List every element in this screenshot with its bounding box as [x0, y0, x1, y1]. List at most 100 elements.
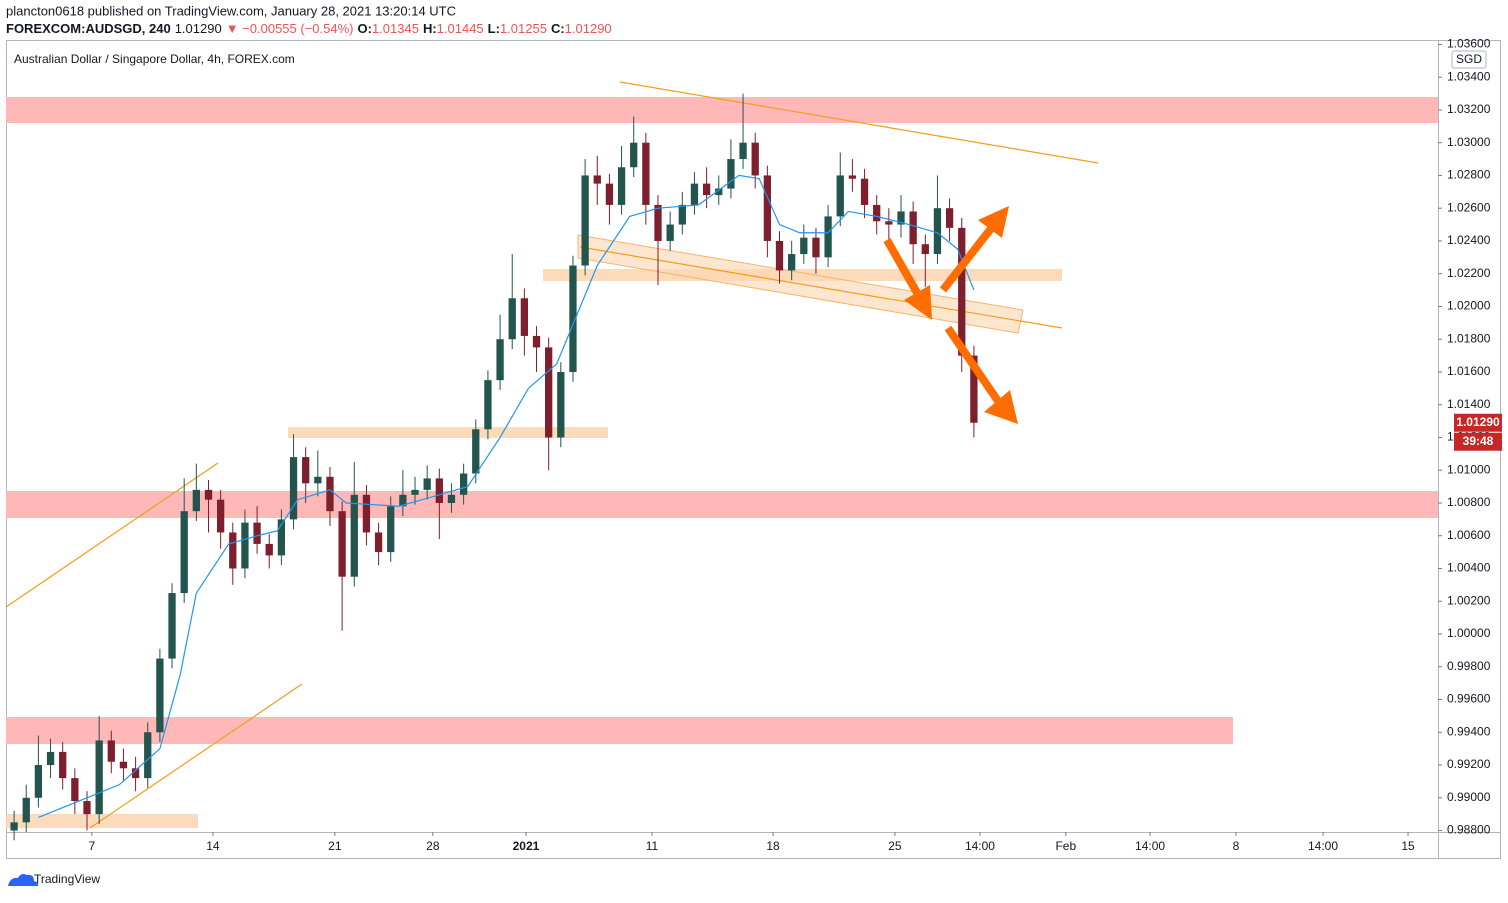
candle-body	[945, 208, 954, 228]
candle-body	[229, 532, 237, 569]
drawings	[5, 81, 1438, 829]
candle-body	[107, 740, 115, 762]
moving-average	[38, 174, 975, 818]
candle-body	[715, 188, 723, 196]
orange-zone	[6, 814, 198, 828]
candle-body	[958, 227, 966, 356]
candle-body	[897, 211, 905, 225]
candle-body	[302, 457, 310, 484]
candle-body	[690, 183, 699, 205]
y-tick-label: 0.99000	[1447, 790, 1491, 804]
y-tick-label: 0.99200	[1447, 757, 1491, 771]
y-tick-label: 1.00000	[1447, 626, 1491, 640]
candle-body	[459, 473, 468, 495]
candle-body	[265, 543, 273, 556]
candle-body	[751, 142, 759, 176]
candle-body	[569, 265, 577, 372]
candle-body	[374, 532, 383, 553]
candle-body	[289, 457, 298, 520]
ohlc-value: 1.01345	[372, 21, 419, 36]
candle-body	[532, 335, 541, 348]
candle-body	[34, 765, 43, 798]
y-tick-label: 1.00400	[1447, 561, 1491, 575]
candle-body	[970, 355, 978, 423]
countdown-label: 39:48	[1463, 434, 1494, 448]
candle-body	[617, 167, 626, 205]
orange-zone	[288, 427, 608, 438]
candle-body	[131, 768, 140, 779]
candle-body	[95, 740, 103, 815]
y-tick-label: 1.03400	[1447, 69, 1491, 83]
y-tick-label: 1.02600	[1447, 200, 1491, 214]
candle-body	[812, 237, 820, 258]
trend-line	[579, 246, 1063, 329]
candle-body	[338, 511, 346, 577]
candle-body	[253, 522, 261, 544]
arrow-shaft	[883, 238, 924, 300]
last-price: 1.01290	[175, 21, 222, 36]
candle-body	[423, 478, 431, 490]
candle-body	[630, 142, 638, 168]
y-tick-label: 1.03600	[1447, 37, 1491, 51]
candle-body	[666, 224, 674, 241]
candle-body	[180, 511, 188, 594]
trend-line	[619, 81, 1099, 164]
ohlc-label: O:	[358, 21, 372, 36]
candle-body	[71, 778, 79, 802]
resistance-zone	[6, 97, 1438, 123]
candle-body	[788, 254, 796, 271]
trend-line	[5, 462, 219, 608]
arrow-shaft	[939, 223, 997, 293]
y-tick-label: 1.00800	[1447, 495, 1491, 509]
publisher-line: plancton0618 published on TradingView.co…	[6, 3, 456, 18]
x-tick-label: 25	[888, 839, 902, 853]
axes: 1.03600 1.03400 1.03200 1.03000 1.02800 1.026…	[89, 37, 1502, 853]
candle-body	[775, 240, 784, 271]
candle-body	[836, 175, 844, 217]
ohlc-value: 1.01290	[565, 21, 612, 36]
candle-body	[399, 494, 407, 507]
y-tick-label: 1.02000	[1447, 299, 1491, 313]
x-tick-label: 14:00	[1308, 839, 1338, 853]
x-tick-label: 18	[766, 839, 780, 853]
candle-body	[545, 347, 553, 438]
candle-body	[933, 208, 942, 255]
currency-badge	[1451, 50, 1487, 69]
candle-body	[727, 159, 735, 189]
y-tick-label: 0.99600	[1447, 692, 1491, 706]
y-tick-label: 1.00200	[1447, 593, 1491, 607]
y-tick-label: 0.99400	[1447, 724, 1491, 738]
trend-line	[89, 683, 303, 829]
candle-body	[10, 822, 18, 831]
candle-body	[800, 237, 808, 255]
candle-body	[411, 489, 419, 495]
candle-body	[241, 522, 249, 569]
y-tick-label: 1.01000	[1447, 462, 1491, 476]
candle-body	[763, 175, 772, 241]
arrow-head	[904, 285, 932, 320]
y-tick-label: 1.01600	[1447, 364, 1491, 378]
x-tick-label: 14:00	[1135, 839, 1165, 853]
candle-body	[156, 658, 164, 733]
candle-body	[484, 380, 492, 430]
chart-title: Australian Dollar / Singapore Dollar, 4h…	[14, 52, 295, 66]
candle-body	[508, 298, 516, 340]
candle-body	[739, 142, 747, 160]
candle-body	[83, 801, 91, 815]
x-tick-label: 8	[1233, 839, 1240, 853]
x-tick-label: 14:00	[965, 839, 995, 853]
ohlc-label: C:	[551, 21, 565, 36]
arrow-head	[978, 206, 1009, 238]
x-tick-label: 14	[206, 839, 220, 853]
candle-body	[593, 175, 601, 184]
tradingview-logo	[8, 874, 39, 886]
arrow-shaft	[944, 325, 1004, 407]
candle-body	[678, 204, 686, 225]
candle-body	[387, 506, 395, 553]
arrows	[883, 206, 1018, 424]
candle-body	[435, 478, 443, 503]
candle-body	[848, 175, 857, 179]
symbol: FOREXCOM:AUDSGD, 240	[6, 21, 171, 36]
last-price-box	[1454, 413, 1502, 432]
